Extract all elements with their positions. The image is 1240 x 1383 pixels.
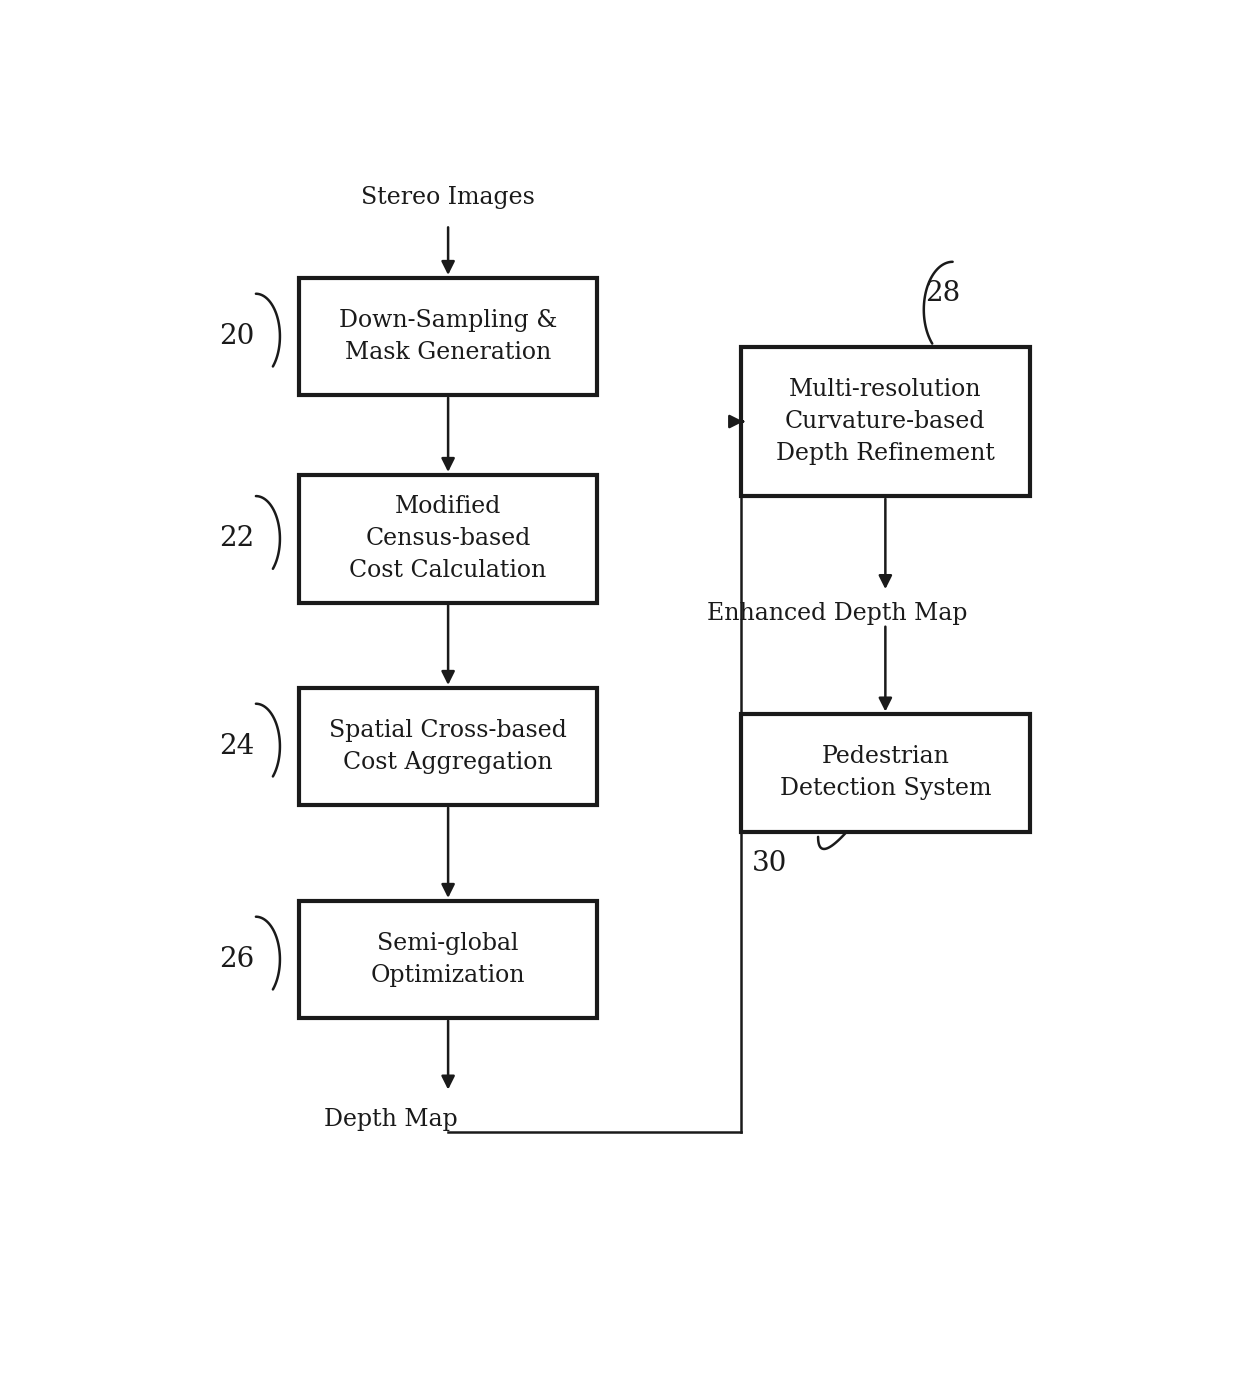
Text: 26: 26 xyxy=(219,946,254,972)
Text: Spatial Cross-based
Cost Aggregation: Spatial Cross-based Cost Aggregation xyxy=(329,719,567,774)
Text: Enhanced Depth Map: Enhanced Depth Map xyxy=(707,602,967,625)
FancyBboxPatch shape xyxy=(299,278,596,396)
Text: 30: 30 xyxy=(753,851,787,877)
Text: Multi-resolution
Curvature-based
Depth Refinement: Multi-resolution Curvature-based Depth R… xyxy=(776,378,994,465)
Text: Pedestrian
Detection System: Pedestrian Detection System xyxy=(780,745,991,801)
FancyBboxPatch shape xyxy=(742,715,1029,831)
FancyBboxPatch shape xyxy=(742,347,1029,496)
Text: 22: 22 xyxy=(219,526,254,552)
Text: Semi-global
Optimization: Semi-global Optimization xyxy=(371,932,526,987)
FancyBboxPatch shape xyxy=(299,687,596,805)
Text: Modified
Census-based
Cost Calculation: Modified Census-based Cost Calculation xyxy=(350,495,547,582)
FancyBboxPatch shape xyxy=(299,474,596,603)
Text: 20: 20 xyxy=(219,322,254,350)
Text: 24: 24 xyxy=(219,733,254,759)
Text: Depth Map: Depth Map xyxy=(324,1108,458,1130)
Text: 28: 28 xyxy=(925,281,961,307)
Text: Stereo Images: Stereo Images xyxy=(361,187,534,209)
Text: Down-Sampling &
Mask Generation: Down-Sampling & Mask Generation xyxy=(339,308,557,364)
FancyBboxPatch shape xyxy=(299,900,596,1018)
